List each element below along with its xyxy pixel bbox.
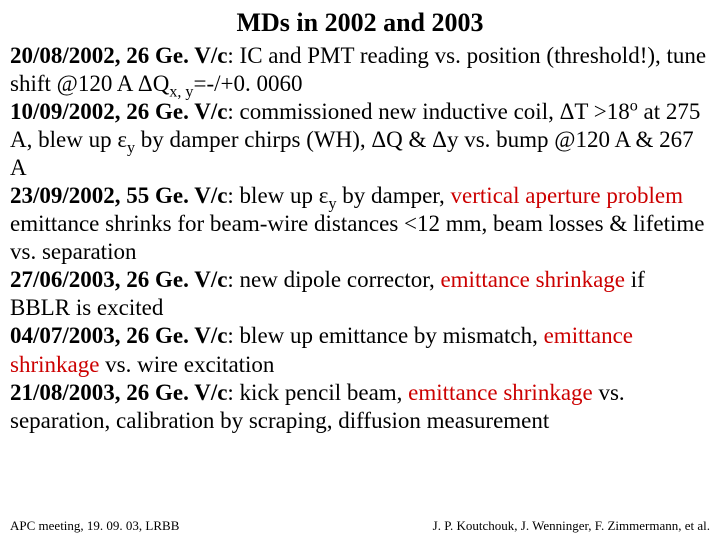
text-segment: : blew up emittance by mismatch, [227,323,543,348]
text-segment: 20/08/2002, 26 Ge. V/c [10,43,227,68]
text-segment: Δ [432,127,447,152]
text-segment: 04/07/2003, 26 Ge. V/c [10,323,227,348]
text-segment: 27/06/2003, 26 Ge. V/c [10,267,227,292]
text-segment: 23/09/2002, 55 Ge. V/c [10,183,227,208]
text-segment: o [630,97,638,114]
text-segment: vs. wire excitation [105,352,274,377]
text-segment: T >18 [574,99,629,124]
text-segment: =-/+0. 0060 [193,71,302,96]
text-segment: : commissioned new inductive coil, [227,99,559,124]
text-segment: : new dipole corrector, [227,267,440,292]
text-segment: by damper, [337,183,451,208]
text-segment: Q & [386,127,432,152]
text-segment: Δ [371,127,386,152]
text-segment: : kick pencil beam, [227,380,408,405]
text-segment: 10/09/2002, 26 Ge. V/c [10,99,227,124]
slide-footer: APC meeting, 19. 09. 03, LRBB J. P. Kout… [10,518,710,534]
text-segment: 21/08/2003, 26 Ge. V/c [10,380,227,405]
text-segment: : blew up [227,183,318,208]
text-segment: vertical aperture problem [451,183,683,208]
slide-body: 20/08/2002, 26 Ge. V/c: IC and PMT readi… [10,42,710,435]
text-segment: Q [153,71,170,96]
text-segment: emittance shrinks for beam-wire distance… [10,211,704,264]
footer-left: APC meeting, 19. 09. 03, LRBB [10,518,179,534]
text-segment: ε [319,183,329,208]
text-segment: emittance shrinkage [440,267,630,292]
text-segment: Δ [560,99,575,124]
text-segment: y [127,140,135,157]
text-segment: Δ [138,71,153,96]
text-segment: by damper chirps (WH), [135,127,371,152]
text-segment: ε [117,127,127,152]
slide-title: MDs in 2002 and 2003 [10,8,710,38]
text-segment: emittance shrinkage [408,380,598,405]
footer-right: J. P. Koutchouk, J. Wenninger, F. Zimmer… [433,518,710,534]
